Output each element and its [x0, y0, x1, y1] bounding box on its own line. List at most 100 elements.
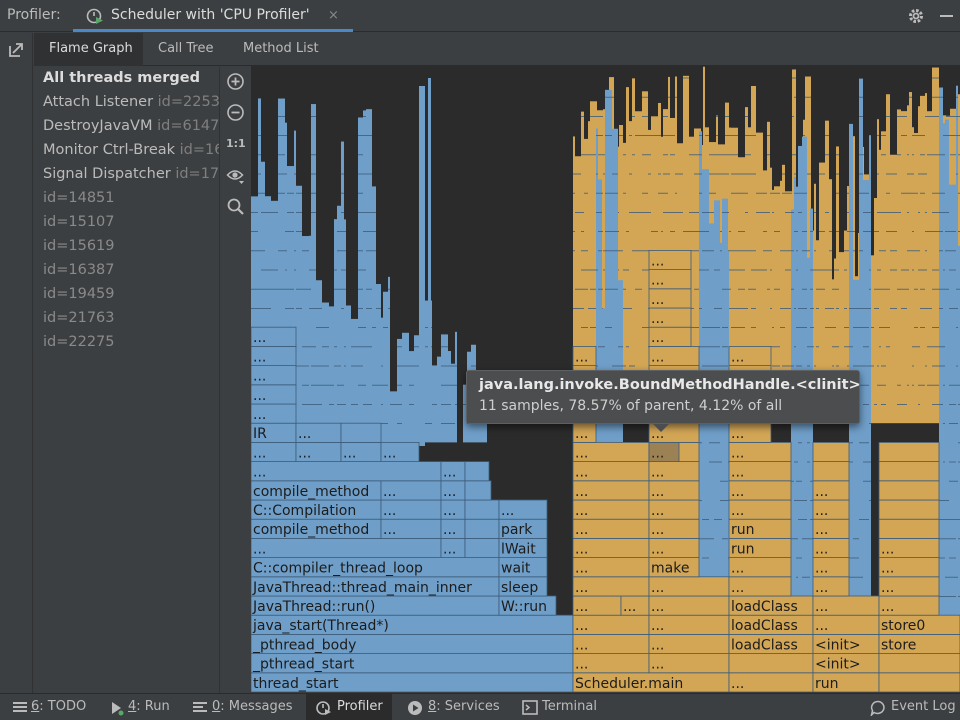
frame-divider[interactable]: [807, 461, 810, 463]
frame-divider[interactable]: [731, 327, 738, 328]
frame-divider[interactable]: [853, 576, 859, 578]
frame-divider[interactable]: [791, 212, 794, 213]
frame-divider[interactable]: [932, 231, 939, 232]
frame-divider[interactable]: [363, 384, 366, 386]
frame-divider[interactable]: [366, 173, 372, 175]
frame-divider[interactable]: [731, 154, 738, 156]
frame-divider[interactable]: [296, 365, 302, 367]
frame-divider[interactable]: [441, 404, 448, 405]
frame-divider[interactable]: [803, 135, 805, 136]
flame-stack[interactable]: [836, 146, 839, 424]
frame-divider[interactable]: [927, 116, 932, 117]
frame-divider[interactable]: [939, 231, 943, 232]
frame-divider[interactable]: [874, 288, 877, 290]
frame-divider[interactable]: [869, 500, 871, 501]
frame-divider[interactable]: [575, 308, 581, 309]
frame-divider[interactable]: [945, 231, 949, 232]
frame-divider[interactable]: [694, 212, 701, 213]
frame-divider[interactable]: [590, 327, 597, 328]
frame-divider[interactable]: [909, 173, 912, 175]
frame-divider[interactable]: [912, 173, 914, 175]
tab-method-list[interactable]: Method List: [243, 41, 319, 56]
frame-divider[interactable]: [699, 346, 702, 348]
frame-divider[interactable]: [287, 308, 294, 309]
frame-divider[interactable]: [311, 269, 316, 271]
frame-divider[interactable]: [581, 288, 584, 290]
frame-divider[interactable]: [612, 231, 618, 232]
frame-divider[interactable]: [886, 212, 890, 213]
frame-divider[interactable]: [675, 96, 677, 98]
frame-divider[interactable]: [590, 116, 597, 117]
frame-divider[interactable]: [949, 423, 956, 424]
flame-stack[interactable]: [767, 121, 770, 424]
frame-divider[interactable]: [909, 96, 912, 98]
frame-divider[interactable]: [341, 192, 344, 194]
frame-divider[interactable]: [632, 250, 635, 252]
tab-call-tree[interactable]: Call Tree: [158, 41, 214, 56]
frame-divider[interactable]: [448, 404, 451, 405]
frame-divider[interactable]: [714, 269, 720, 271]
frame-divider[interactable]: [807, 442, 810, 444]
zoom-out-icon[interactable]: [226, 103, 245, 122]
frame-divider[interactable]: [363, 269, 366, 271]
frame-divider[interactable]: [402, 365, 409, 367]
flame-stack[interactable]: [311, 104, 316, 462]
frame-divider[interactable]: [943, 192, 945, 194]
flame-stack[interactable]: [675, 76, 677, 424]
frame-divider[interactable]: [748, 154, 751, 156]
frame-divider[interactable]: [745, 192, 748, 194]
frame-divider[interactable]: [780, 250, 782, 252]
frame-divider[interactable]: [309, 308, 311, 309]
frame-divider[interactable]: [605, 231, 612, 232]
flame-stack[interactable]: [859, 78, 863, 597]
frame-divider[interactable]: [945, 212, 949, 213]
frame-divider[interactable]: [358, 288, 363, 290]
frame-divider[interactable]: [261, 288, 265, 290]
frame-divider[interactable]: [596, 212, 598, 213]
frame-divider[interactable]: [642, 96, 648, 98]
frame-divider[interactable]: [901, 135, 907, 136]
frame-divider[interactable]: [702, 557, 709, 559]
frame-divider[interactable]: [943, 519, 945, 520]
frame-divider[interactable]: [890, 231, 897, 232]
frame-divider[interactable]: [849, 308, 853, 309]
flame-stack[interactable]: [626, 87, 629, 424]
frame-divider[interactable]: [363, 231, 366, 232]
frame-divider[interactable]: [918, 173, 920, 175]
frame-divider[interactable]: [792, 77, 794, 79]
frame-divider[interactable]: [836, 365, 839, 367]
frame-divider[interactable]: [612, 173, 618, 175]
frame-divider[interactable]: [943, 384, 945, 386]
frame-divider[interactable]: [829, 327, 832, 328]
thread-item[interactable]: Signal Dispatcher id=17667: [43, 166, 220, 182]
frame-divider[interactable]: [432, 404, 437, 405]
frame-divider[interactable]: [881, 365, 886, 367]
frame-divider[interactable]: [738, 288, 745, 290]
flame-stack[interactable]: [316, 280, 322, 462]
frame-divider[interactable]: [699, 308, 702, 309]
frame-divider[interactable]: [920, 308, 925, 309]
thread-item[interactable]: id=22275: [43, 334, 115, 350]
frame-divider[interactable]: [807, 365, 810, 367]
frame-divider[interactable]: [388, 308, 390, 309]
frame-divider[interactable]: [863, 327, 869, 328]
frame-divider[interactable]: [623, 269, 626, 271]
frame-divider[interactable]: [612, 192, 618, 194]
frame-divider[interactable]: [945, 288, 949, 290]
frame-divider[interactable]: [642, 327, 648, 328]
frame-divider[interactable]: [920, 173, 925, 175]
frame-divider[interactable]: [605, 250, 612, 252]
frame-divider[interactable]: [834, 288, 836, 290]
tab-flame-graph[interactable]: Flame Graph: [34, 33, 143, 66]
frame-divider[interactable]: [709, 442, 714, 444]
flame-stack[interactable]: [296, 185, 302, 462]
frame-divider[interactable]: [699, 269, 702, 271]
frame-divider[interactable]: [311, 308, 316, 309]
frame-divider[interactable]: [351, 365, 358, 367]
frame-divider[interactable]: [302, 404, 309, 405]
frame-divider[interactable]: [748, 288, 751, 290]
frame-divider[interactable]: [738, 231, 745, 232]
frame-divider[interactable]: [770, 269, 772, 271]
flame-stack[interactable]: [344, 219, 346, 462]
frame-divider[interactable]: [602, 346, 605, 348]
